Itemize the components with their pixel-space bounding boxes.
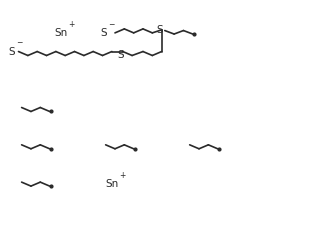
Text: −: −	[108, 20, 115, 29]
Text: +: +	[68, 20, 75, 29]
Text: S: S	[117, 51, 124, 60]
Text: Sn: Sn	[54, 28, 67, 38]
Text: +: +	[120, 171, 126, 180]
Text: −: −	[16, 38, 22, 47]
Text: S: S	[156, 25, 163, 35]
Text: S: S	[101, 28, 107, 38]
Text: S: S	[8, 46, 15, 57]
Text: Sn: Sn	[105, 179, 118, 190]
